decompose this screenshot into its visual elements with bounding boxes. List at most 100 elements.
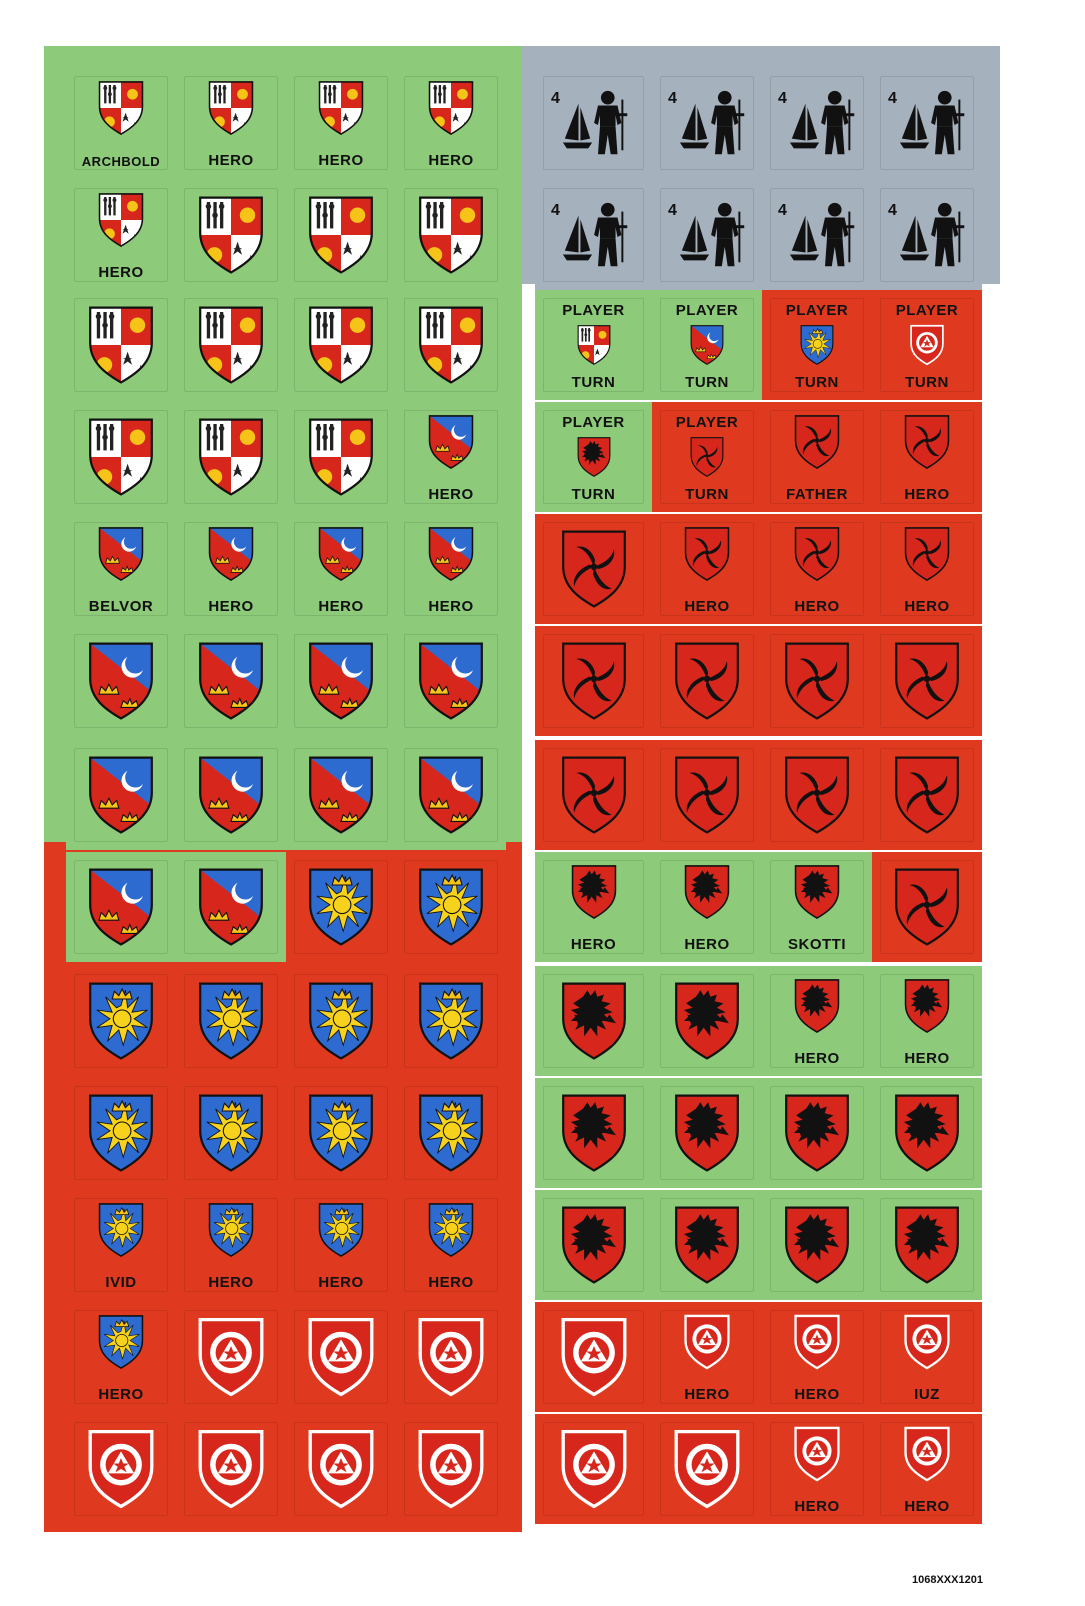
- counter-turn[interactable]: PLAYER TURN: [762, 290, 872, 400]
- counter[interactable]: [396, 1078, 506, 1188]
- counter[interactable]: 4: [652, 180, 762, 290]
- counter[interactable]: [176, 966, 286, 1076]
- counter[interactable]: [652, 966, 762, 1076]
- counter-hero[interactable]: HERO: [286, 514, 396, 624]
- counter[interactable]: [535, 626, 652, 736]
- counter[interactable]: [176, 402, 286, 512]
- counter-hero[interactable]: HERO: [652, 514, 762, 624]
- counter-hero[interactable]: HERO: [176, 68, 286, 178]
- counter-hero[interactable]: HERO: [762, 1302, 872, 1412]
- counter[interactable]: [396, 740, 506, 850]
- counter[interactable]: [66, 402, 176, 512]
- counter[interactable]: [66, 626, 176, 736]
- counter-belvor[interactable]: BELVOR: [66, 514, 176, 624]
- counter[interactable]: 4: [535, 180, 652, 290]
- counter-hero[interactable]: HERO: [286, 68, 396, 178]
- counter[interactable]: [872, 740, 982, 850]
- counter[interactable]: [396, 1414, 506, 1524]
- counter[interactable]: [66, 852, 176, 962]
- counter[interactable]: [396, 852, 506, 962]
- counter-hero[interactable]: HERO: [66, 180, 176, 290]
- counter[interactable]: [286, 626, 396, 736]
- counter-hero[interactable]: HERO: [872, 402, 982, 512]
- counter[interactable]: [396, 626, 506, 736]
- counter[interactable]: [535, 740, 652, 850]
- counter-turn[interactable]: PLAYER TURN: [652, 290, 762, 400]
- counter[interactable]: [872, 1078, 982, 1188]
- counter[interactable]: [286, 1302, 396, 1412]
- counter-hero[interactable]: HERO: [396, 402, 506, 512]
- counter[interactable]: [286, 1414, 396, 1524]
- counter[interactable]: [396, 1302, 506, 1412]
- counter[interactable]: [66, 966, 176, 1076]
- counter[interactable]: 4: [762, 180, 872, 290]
- counter[interactable]: [286, 852, 396, 962]
- counter[interactable]: [176, 1302, 286, 1412]
- counter[interactable]: [396, 180, 506, 290]
- counter-hero[interactable]: HERO: [872, 966, 982, 1076]
- counter[interactable]: [286, 180, 396, 290]
- counter[interactable]: [176, 1414, 286, 1524]
- counter-hero[interactable]: HERO: [66, 1302, 176, 1412]
- counter-hero[interactable]: HERO: [872, 1414, 982, 1524]
- counter-hero[interactable]: HERO: [396, 1190, 506, 1300]
- counter[interactable]: [762, 740, 872, 850]
- counter-ivid[interactable]: IVID: [66, 1190, 176, 1300]
- counter[interactable]: [176, 290, 286, 400]
- counter-turn[interactable]: PLAYER TURN: [535, 290, 652, 400]
- counter[interactable]: 4: [652, 68, 762, 178]
- counter[interactable]: [176, 740, 286, 850]
- counter-skotti[interactable]: SKOTTI: [762, 852, 872, 962]
- counter-turn[interactable]: PLAYER TURN: [652, 402, 762, 512]
- counter[interactable]: 4: [535, 68, 652, 178]
- counter[interactable]: 4: [872, 180, 982, 290]
- counter[interactable]: [762, 1190, 872, 1300]
- counter[interactable]: [66, 1078, 176, 1188]
- counter-hero[interactable]: HERO: [286, 1190, 396, 1300]
- counter[interactable]: [176, 1078, 286, 1188]
- counter[interactable]: [762, 1078, 872, 1188]
- counter[interactable]: [66, 740, 176, 850]
- counter-hero[interactable]: HERO: [762, 514, 872, 624]
- counter-hero[interactable]: HERO: [176, 514, 286, 624]
- counter[interactable]: [652, 1190, 762, 1300]
- counter[interactable]: [286, 966, 396, 1076]
- counter[interactable]: [872, 626, 982, 736]
- counter[interactable]: 4: [762, 68, 872, 178]
- counter-hero[interactable]: HERO: [176, 1190, 286, 1300]
- counter[interactable]: [652, 1078, 762, 1188]
- counter-hero[interactable]: HERO: [535, 852, 652, 962]
- counter-father[interactable]: FATHER: [762, 402, 872, 512]
- counter[interactable]: [535, 1302, 652, 1412]
- counter-hero[interactable]: HERO: [396, 514, 506, 624]
- counter[interactable]: [535, 514, 652, 624]
- counter[interactable]: [396, 290, 506, 400]
- counter[interactable]: [535, 1078, 652, 1188]
- counter[interactable]: [176, 626, 286, 736]
- counter[interactable]: [535, 1190, 652, 1300]
- counter-archbold[interactable]: ARCHBOLD: [66, 68, 176, 178]
- counter-iuz[interactable]: IUZ: [872, 1302, 982, 1412]
- counter-hero[interactable]: HERO: [872, 514, 982, 624]
- counter[interactable]: [176, 852, 286, 962]
- counter[interactable]: [176, 180, 286, 290]
- counter[interactable]: [762, 626, 872, 736]
- counter[interactable]: [286, 402, 396, 512]
- counter-hero[interactable]: HERO: [762, 1414, 872, 1524]
- counter[interactable]: [286, 290, 396, 400]
- counter[interactable]: [286, 740, 396, 850]
- counter[interactable]: [652, 1414, 762, 1524]
- counter[interactable]: [66, 290, 176, 400]
- counter[interactable]: [872, 1190, 982, 1300]
- counter-hero[interactable]: HERO: [652, 852, 762, 962]
- counter[interactable]: [535, 1414, 652, 1524]
- counter[interactable]: [66, 1414, 176, 1524]
- counter-turn[interactable]: PLAYER TURN: [872, 290, 982, 400]
- counter[interactable]: 4: [872, 68, 982, 178]
- counter-turn[interactable]: PLAYER TURN: [535, 402, 652, 512]
- counter[interactable]: [396, 966, 506, 1076]
- counter[interactable]: [652, 740, 762, 850]
- counter[interactable]: [286, 1078, 396, 1188]
- counter-hero[interactable]: HERO: [762, 966, 872, 1076]
- counter-hero[interactable]: HERO: [396, 68, 506, 178]
